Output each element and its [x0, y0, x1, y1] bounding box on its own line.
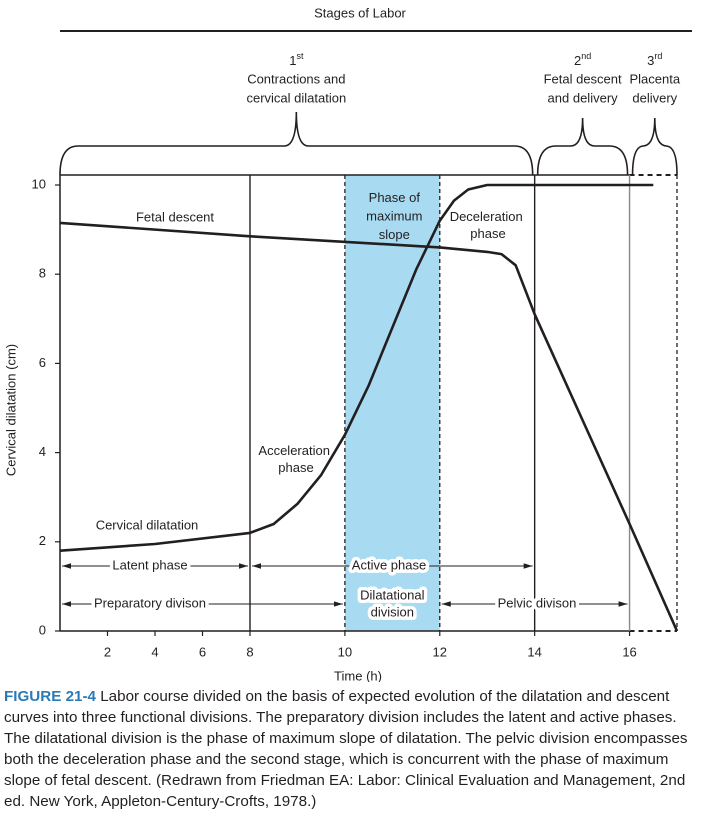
stage-label: Contractions and [247, 71, 345, 86]
y-tick-label: 6 [39, 355, 46, 370]
band-label: Phase of maximum slope [366, 190, 422, 242]
stage-ordinal: 3rd [647, 51, 662, 68]
stage-brace [631, 117, 678, 176]
caption: FIGURE 21-4 Labor course divided on the … [4, 686, 698, 812]
stage-ordinal: 1st [289, 51, 304, 68]
x-tick-label: 2 [104, 644, 111, 659]
band-label-line: slope [379, 227, 410, 242]
caption-text: Labor course divided on the basis of exp… [4, 688, 688, 810]
x-tick-label: 12 [433, 644, 447, 659]
y-tick-label: 4 [39, 444, 46, 459]
x-axis-label: Time (h) [334, 668, 382, 682]
stage-label: and delivery [548, 90, 619, 105]
stage-label: Fetal descent [544, 71, 622, 86]
division-label: division [371, 604, 414, 619]
x-tick-label: 6 [199, 644, 206, 659]
series-line [59, 221, 679, 632]
chart: Stages of Labor Fetal descent Cervical d… [3, 5, 692, 682]
y-tick-label: 2 [39, 533, 46, 548]
series-line [59, 183, 654, 552]
stage-brace [59, 111, 534, 176]
stage-suffix: rd [654, 51, 662, 61]
y-tick-label: 10 [32, 176, 46, 191]
stage-label: cervical dilatation [246, 90, 346, 105]
range-label: Latent phase [112, 557, 187, 572]
stage-suffix: st [296, 51, 304, 61]
stage-number: 3 [647, 53, 654, 68]
stage-ordinal: 2nd [574, 51, 591, 68]
stage-number: 1 [289, 53, 296, 68]
y-tick-label: 0 [39, 622, 46, 637]
annotation: Deceleration phase [450, 209, 527, 241]
division-label: Dilatational [360, 587, 424, 602]
stage-label: Placenta [629, 71, 680, 86]
series-label: Fetal descent [136, 209, 214, 224]
band-label-line: maximum [366, 209, 422, 224]
annotation: Acceleration phase [258, 443, 333, 475]
x-tick-label: 10 [338, 644, 352, 659]
range-label: Active phase [352, 557, 426, 572]
x-tick-label: 8 [246, 644, 253, 659]
caption-label: FIGURE 21-4 [4, 688, 96, 705]
y-tick-label: 8 [39, 266, 46, 281]
chart-title: Stages of Labor [314, 5, 406, 20]
x-tick-label: 16 [622, 644, 636, 659]
x-tick-label: 14 [527, 644, 541, 659]
stage-number: 2 [574, 53, 581, 68]
band-label-line: Phase of [369, 190, 421, 205]
range-label: Pelvic divison [498, 595, 577, 610]
stage-suffix: nd [581, 51, 591, 61]
range-label: Preparatory divison [94, 595, 206, 610]
stage-label: delivery [632, 90, 677, 105]
x-tick-label: 4 [151, 644, 158, 659]
y-axis-label: Cervical dilatation (cm) [3, 344, 18, 476]
stage-brace [536, 117, 629, 176]
series-label: Cervical dilatation [96, 517, 199, 532]
